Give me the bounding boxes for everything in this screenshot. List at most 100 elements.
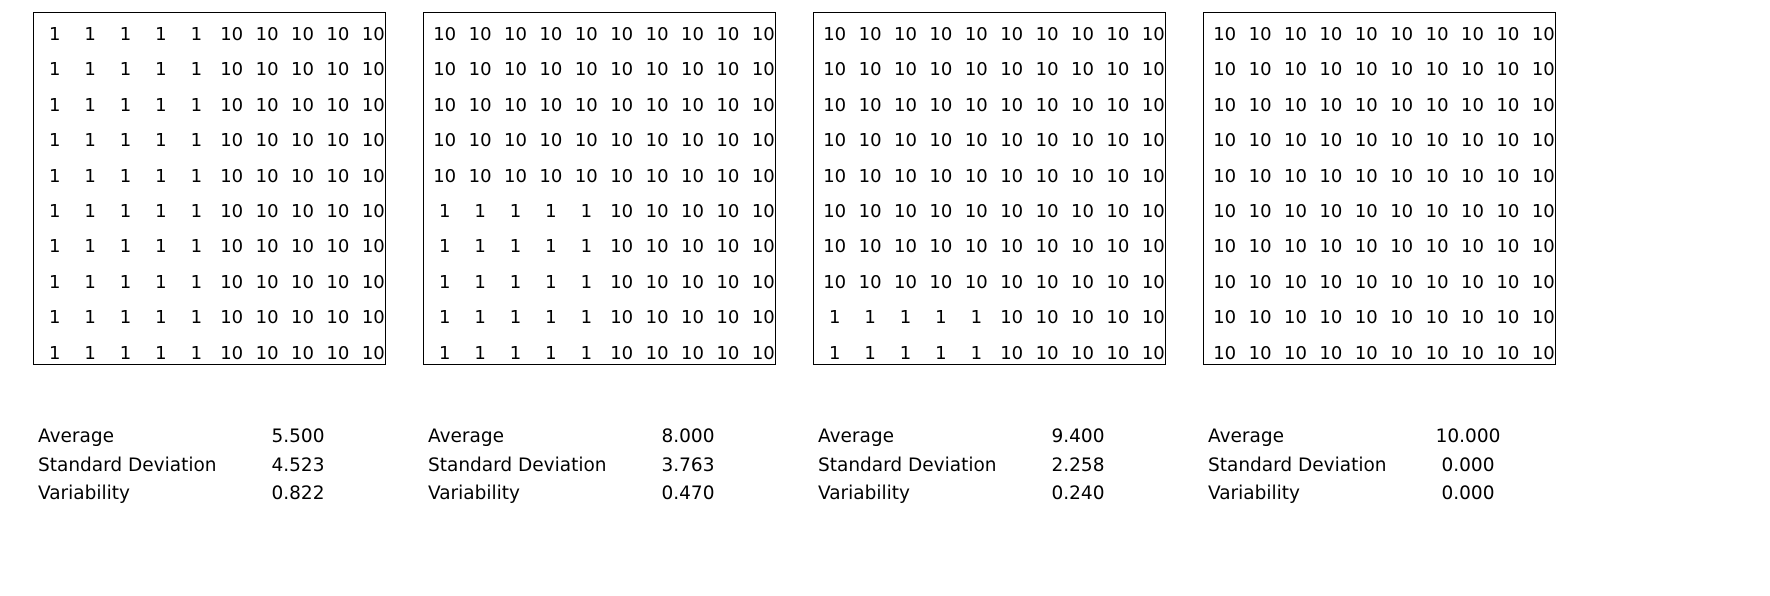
matrix-cell: 10 (964, 271, 988, 293)
matrix-cell: 10 (326, 201, 350, 222)
matrix-cell: 1 (119, 165, 132, 187)
matrix-cell: 10 (1035, 165, 1059, 187)
matrix-cell: 10 (433, 94, 457, 116)
matrix-cell: 10 (1071, 307, 1094, 329)
matrix-cell: 10 (1354, 94, 1378, 116)
matrix-cell: 1 (580, 307, 593, 329)
matrix-cell: 10 (1071, 271, 1094, 293)
matrix-cell: 10 (681, 94, 704, 116)
matrix-cell: 10 (1319, 201, 1343, 222)
average-value: 8.000 (661, 426, 715, 447)
matrix-cell: 10 (1071, 342, 1094, 364)
matrix-panel-2: 10 10 10 10 10 10 10 10 10 10 10 10 10 10 10 10 10 10 10 10… (423, 0, 813, 596)
matrix-cell: 10 (1106, 59, 1130, 81)
matrix-cell: 10 (1000, 24, 1024, 45)
matrix-cell: 10 (1000, 59, 1024, 81)
matrix-cell: 10 (1141, 201, 1165, 222)
matrix-cell: 10 (823, 236, 847, 258)
matrix-cell: 10 (858, 165, 882, 187)
matrix-cell: 1 (190, 236, 203, 258)
matrix-cell: 1 (509, 271, 522, 293)
matrix-cell: 10 (1390, 59, 1414, 81)
matrix-cell: 10 (326, 342, 350, 364)
matrix-cell: 10 (894, 236, 917, 258)
stats-block: Average 8.000 Standard Deviation 3.763 Varia… (428, 423, 808, 509)
matrix-cell: 10 (716, 130, 740, 152)
matrix-grid: 10 10 10 10 10 10 10 10 10 10 10 10 10 10 10 10 10 10 10 10… (427, 17, 779, 369)
matrix-cell: 1 (119, 271, 132, 293)
matrix-cell: 10 (894, 271, 917, 293)
matrix-cell: 10 (645, 165, 669, 187)
matrix-cell: 10 (1319, 307, 1343, 329)
matrix-cell: 10 (858, 271, 882, 293)
matrix-cell: 10 (574, 59, 598, 81)
matrix-cell: 10 (361, 24, 385, 45)
matrix-cell: 10 (1390, 271, 1414, 293)
matrix-cell: 10 (716, 236, 740, 258)
matrix-cell: 10 (255, 236, 279, 258)
matrix-cell: 1 (190, 201, 203, 222)
matrix-panel-1: 1 1 1 1 1 10 10 10 10 10 1 1 1 1 1 10 10 10 10 10 1 1 1 1 1 10 10 1… (33, 0, 423, 596)
variability-value: 0.000 (1441, 483, 1495, 504)
matrix-cell: 1 (438, 342, 451, 364)
matrix-cell: 10 (1461, 130, 1484, 152)
matrix-cell: 1 (155, 236, 167, 258)
matrix-cell: 10 (1141, 271, 1165, 293)
matrix-cell: 10 (751, 236, 775, 258)
matrix-cell: 10 (751, 130, 775, 152)
matrix-cell: 10 (326, 236, 350, 258)
matrix-cell: 10 (1461, 165, 1484, 187)
variability-value: 0.240 (1051, 483, 1105, 504)
matrix-cell: 10 (1461, 271, 1484, 293)
matrix-cell: 10 (894, 130, 917, 152)
matrix-cell: 10 (1531, 271, 1555, 293)
matrix-cell: 10 (291, 165, 314, 187)
matrix-cell: 10 (964, 94, 988, 116)
matrix-cell: 10 (291, 130, 314, 152)
matrix-cell: 10 (361, 130, 385, 152)
matrix-cell: 10 (1531, 130, 1555, 152)
matrix-cell: 1 (84, 130, 96, 152)
matrix-cell: 1 (509, 236, 522, 258)
matrix-cell: 10 (1319, 342, 1343, 364)
matrix-cell: 10 (1354, 165, 1378, 187)
matrix-cell: 10 (255, 24, 279, 45)
matrix-cell: 10 (1000, 94, 1024, 116)
matrix-cell: 10 (1531, 236, 1555, 258)
matrix-cell: 10 (1531, 24, 1555, 45)
matrix-cell: 10 (1496, 201, 1520, 222)
matrix-cell: 10 (751, 165, 775, 187)
matrix-cell: 10 (681, 307, 704, 329)
matrix-cell: 1 (580, 342, 593, 364)
matrix-cell: 10 (1425, 94, 1449, 116)
matrix-cell: 10 (574, 130, 598, 152)
matrix-cell: 1 (190, 24, 203, 45)
matrix-cell: 10 (1319, 130, 1343, 152)
stat-row: Standard Deviation 3.763 (428, 452, 808, 481)
matrix-cell: 10 (1071, 201, 1094, 222)
matrix-cell: 10 (823, 271, 847, 293)
matrix-cell: 10 (894, 94, 917, 116)
matrix-cell: 10 (964, 24, 988, 45)
matrix-cell: 10 (291, 307, 314, 329)
matrix-cell: 10 (1461, 342, 1484, 364)
matrix-cell: 10 (929, 59, 953, 81)
matrix-cell: 10 (751, 307, 775, 329)
matrix-cell: 1 (190, 130, 203, 152)
matrix-cell: 10 (1461, 59, 1484, 81)
matrix-cell: 10 (1461, 94, 1484, 116)
matrix-cell: 10 (468, 59, 492, 81)
matrix-cell: 1 (828, 342, 841, 364)
matrix-cell: 10 (894, 59, 917, 81)
matrix-cell: 10 (645, 342, 669, 364)
matrix-cell: 1 (190, 94, 203, 116)
matrix-cell: 10 (361, 59, 385, 81)
matrix-cell: 10 (1000, 342, 1024, 364)
matrix-cell: 10 (1425, 271, 1449, 293)
matrix-cell: 10 (255, 94, 279, 116)
matrix-cell: 10 (645, 307, 669, 329)
variability-label: Variability (428, 483, 521, 504)
matrix-cell: 10 (291, 271, 314, 293)
matrix-cell: 10 (645, 236, 669, 258)
std-dev-label: Standard Deviation (428, 454, 607, 476)
